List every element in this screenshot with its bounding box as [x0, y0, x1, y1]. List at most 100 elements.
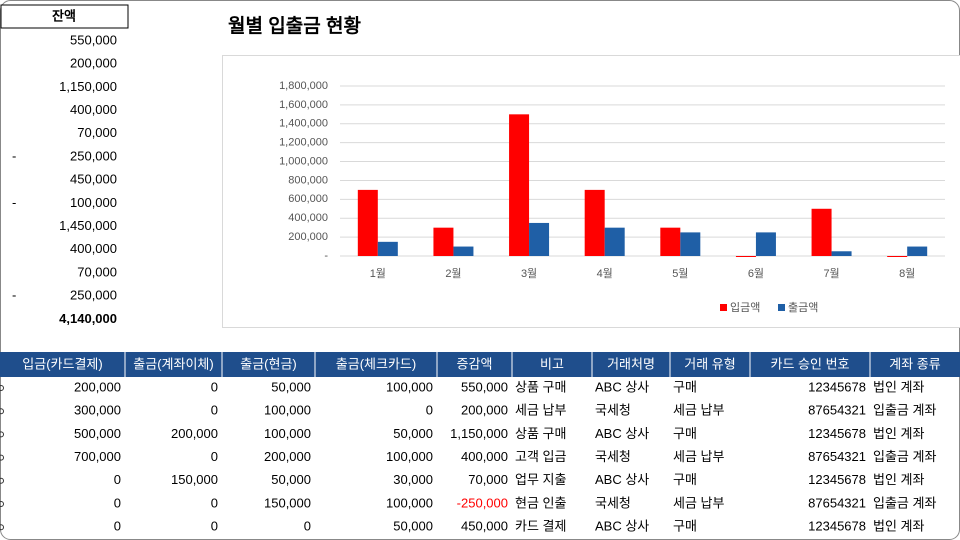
table-cell: 상품 구매 — [515, 379, 566, 394]
table-cell: 입출금 계좌 — [873, 403, 936, 418]
table-cell: 70,000 — [468, 472, 508, 487]
balance-header-cell — [0, 4, 129, 29]
table-cell: 100,000 — [386, 495, 433, 510]
y-tick-label: 400,000 — [288, 212, 328, 224]
table-cell: 법인 계좌 — [873, 472, 924, 487]
balance-amount: 400,000 — [70, 102, 117, 117]
table-cell: 세금 납부 — [673, 449, 724, 464]
row-marker — [0, 408, 4, 415]
legend-swatch — [720, 304, 727, 311]
balance-amount: 1,150,000 — [59, 79, 117, 94]
balance-amount: 250,000 — [70, 288, 117, 303]
table-cell: 200,000 — [461, 403, 508, 418]
legend-label: 출금액 — [788, 301, 818, 314]
table-cell: 50,000 — [271, 472, 311, 487]
x-tick-label: 4월 — [597, 267, 613, 280]
bar — [887, 256, 908, 257]
y-tick-label: 800,000 — [288, 174, 328, 186]
table-cell: 50,000 — [271, 379, 311, 394]
table-cell: 상품 구매 — [515, 426, 566, 441]
balance-amount: 250,000 — [70, 148, 117, 163]
bar — [509, 114, 530, 256]
table-cell: 법인 계좌 — [873, 426, 924, 441]
balance-amount: 450,000 — [70, 172, 117, 187]
table-header: 거래처명 — [607, 356, 655, 371]
x-tick-label: 6월 — [748, 267, 764, 280]
table-cell: 450,000 — [461, 519, 508, 534]
bar — [660, 227, 681, 256]
balance-header: 잔액 — [52, 8, 76, 23]
table-cell: 50,000 — [393, 426, 433, 441]
balance-amount: 100,000 — [70, 195, 117, 210]
table-cell: 200,000 — [171, 426, 218, 441]
row-marker — [0, 477, 4, 484]
table-cell: 0 — [211, 379, 218, 394]
table-cell: ABC 상사 — [595, 379, 649, 394]
table-header: 카드 승인 번호 — [771, 356, 850, 371]
table-cell: 법인 계좌 — [873, 519, 924, 534]
table-cell: 700,000 — [74, 449, 121, 464]
table-header: 계좌 종류 — [889, 356, 940, 371]
x-tick-label: 8월 — [899, 267, 915, 280]
table-cell: 100,000 — [264, 426, 311, 441]
table-cell: ABC 상사 — [595, 519, 649, 534]
table-cell: 400,000 — [461, 449, 508, 464]
table-cell: 입출금 계좌 — [873, 449, 936, 464]
legend-swatch — [778, 304, 785, 311]
table-cell: 500,000 — [74, 426, 121, 441]
table-cell: 1,150,000 — [450, 426, 508, 441]
y-tick-label: - — [324, 250, 328, 262]
balance-sign: - — [12, 195, 16, 210]
table-cell: 현금 인출 — [515, 495, 566, 510]
table-cell: 국세청 — [595, 403, 631, 418]
chart-title: 월별 입출금 현황 — [228, 14, 361, 37]
table-cell: 0 — [426, 403, 433, 418]
y-tick-label: 1,600,000 — [279, 99, 328, 111]
table-cell: 0 — [211, 403, 218, 418]
row-marker — [0, 431, 4, 438]
bar — [529, 222, 550, 256]
table-cell: 0 — [304, 519, 311, 534]
table-cell: 12345678 — [808, 379, 866, 394]
x-tick-label: 5월 — [672, 267, 688, 280]
table-cell: ABC 상사 — [595, 472, 649, 487]
table-cell: 세금 납부 — [515, 403, 566, 418]
x-tick-label: 3월 — [521, 267, 537, 280]
table-cell: 입출금 계좌 — [873, 495, 936, 510]
table-cell: 0 — [211, 449, 218, 464]
table-cell: 구매 — [673, 472, 697, 487]
table-cell: 100,000 — [264, 403, 311, 418]
table-cell: 12345678 — [808, 472, 866, 487]
table-cell: 87654321 — [808, 449, 866, 464]
table-cell: 12345678 — [808, 519, 866, 534]
balance-amount: 70,000 — [77, 264, 117, 279]
table-cell: 0 — [211, 495, 218, 510]
balance-sign: - — [12, 148, 16, 163]
table-header: 증감액 — [457, 356, 493, 371]
table-cell: 구매 — [673, 426, 697, 441]
table-cell: 200,000 — [74, 379, 121, 394]
bar — [831, 251, 852, 256]
table-cell: 0 — [211, 519, 218, 534]
balance-amount: 1,450,000 — [59, 218, 117, 233]
table-header: 출금(체크카드) — [336, 356, 416, 371]
table-header: 출금(현금) — [240, 356, 297, 371]
balance-amount: 400,000 — [70, 241, 117, 256]
x-tick-label: 1월 — [370, 267, 386, 280]
table-cell: 법인 계좌 — [873, 379, 924, 394]
balance-amount: 200,000 — [70, 56, 117, 71]
table-cell: 12345678 — [808, 426, 866, 441]
table-cell: 30,000 — [393, 472, 433, 487]
table-cell: 100,000 — [386, 449, 433, 464]
table-cell: 0 — [114, 472, 121, 487]
table-cell: 구매 — [673, 519, 697, 534]
table-cell: 150,000 — [264, 495, 311, 510]
row-marker — [0, 501, 4, 507]
bar — [584, 189, 605, 256]
y-tick-label: 1,200,000 — [279, 137, 328, 149]
bar — [453, 246, 474, 256]
bar — [755, 232, 776, 256]
table-cell: 고객 입금 — [515, 449, 566, 464]
